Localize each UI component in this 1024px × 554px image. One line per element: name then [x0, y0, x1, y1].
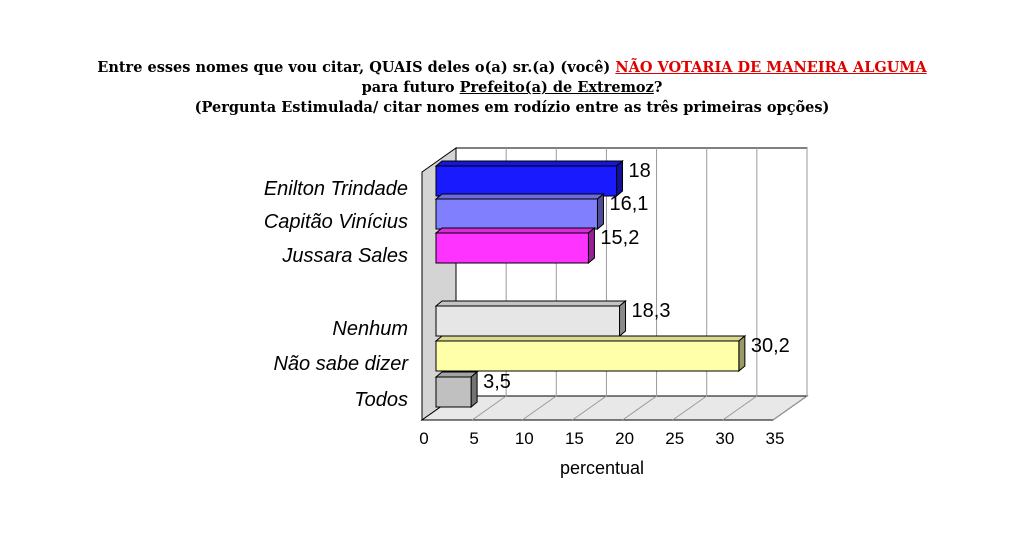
title-line-1: Entre esses nomes que vou citar, QUAIS d…	[0, 58, 1024, 78]
bar-4	[435, 340, 740, 372]
bar-top-5	[434, 371, 479, 378]
title-line-2-suffix: ?	[653, 79, 663, 96]
chart-bars	[434, 159, 747, 409]
floor-gridline-5	[471, 395, 507, 421]
bar-top-1	[434, 193, 605, 200]
floor-gridline-25	[672, 395, 708, 421]
bar-top-0	[434, 160, 624, 167]
chart-labels: 0 5 10 15 20 25 30 35 18 Enilton Trindade 16,1 Capi…	[264, 160, 790, 448]
data-label-3: 18,3	[632, 300, 671, 322]
category-label-3: Nenhum	[332, 318, 408, 340]
bar-top-3	[434, 300, 627, 307]
category-label-1: Capitão Vinícius	[264, 211, 408, 233]
floor-gridline-30	[722, 395, 758, 421]
title-line-1-prefix: Entre esses nomes que vou citar, QUAIS d…	[97, 59, 616, 76]
bar-side-3	[619, 299, 627, 338]
data-label-2: 15,2	[600, 227, 639, 249]
bar-side-2	[587, 226, 595, 265]
category-label-4: Não sabe dizer	[273, 353, 409, 375]
bar-side-1	[596, 192, 604, 231]
chart-floor	[420, 395, 809, 421]
x-tick-label-10: 10	[515, 429, 534, 448]
title-line-1-highlight: NÃO VOTARIA DE MANEIRA ALGUMA	[615, 59, 927, 76]
bar-3	[435, 305, 621, 337]
data-label-4: 30,2	[751, 335, 790, 357]
x-tick-label-30: 30	[715, 429, 734, 448]
x-tick-label-20: 20	[615, 429, 634, 448]
data-label-1: 16,1	[609, 193, 648, 215]
x-tick-label-25: 25	[665, 429, 684, 448]
floor-gridline-10	[521, 395, 557, 421]
floor-gridline-35	[772, 395, 808, 421]
bar-2	[435, 232, 589, 264]
bar-0	[435, 165, 618, 197]
x-tick-label-5: 5	[469, 429, 478, 448]
data-label-5: 3,5	[483, 371, 511, 393]
title-line-3: (Pergunta Estimulada/ citar nomes em rod…	[194, 99, 830, 116]
bar-side-5	[470, 370, 478, 409]
bar-side-4	[738, 334, 746, 373]
title-line-2: para futuro Prefeito(a) de Extremoz?	[0, 78, 1024, 98]
title-line-2-prefix: para futuro	[361, 79, 460, 96]
x-axis-title: percentual	[560, 458, 644, 478]
title-line-2-underlined: Prefeito(a) de Extremoz	[459, 79, 654, 96]
bar-top-2	[434, 227, 596, 234]
category-label-5: Todos	[354, 389, 408, 411]
category-label-2: Jussara Sales	[281, 245, 408, 267]
chart-title: Entre esses nomes que vou citar, QUAIS d…	[0, 58, 1024, 118]
bar-5	[435, 376, 472, 408]
data-label-0: 18	[629, 160, 651, 182]
category-label-0: Enilton Trindade	[264, 178, 408, 200]
x-tick-label-15: 15	[565, 429, 584, 448]
x-tick-label-35: 35	[766, 429, 785, 448]
floor-gridline-15	[572, 395, 607, 421]
bar-top-4	[434, 335, 747, 342]
bar-side-0	[616, 159, 624, 198]
x-tick-label-0: 0	[419, 429, 428, 448]
floor-gridline-20	[622, 395, 657, 421]
bar-1	[435, 198, 598, 230]
